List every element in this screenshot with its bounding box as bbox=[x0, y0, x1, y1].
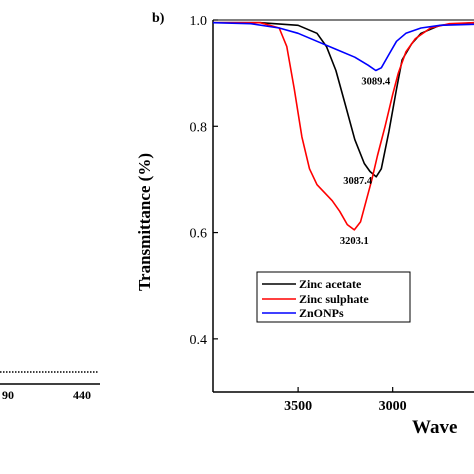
x-axis-label: Wave bbox=[412, 417, 457, 438]
y-tick-label: 0.8 bbox=[190, 120, 208, 135]
x-ticks: 3500 3000 bbox=[284, 387, 407, 414]
x-tick-label: 3500 bbox=[284, 399, 312, 414]
series-line-zinc-sulphate bbox=[213, 21, 474, 231]
y-ticks: 0.4 0.6 0.8 1.0 bbox=[190, 14, 218, 348]
peak-annotation: 3203.1 bbox=[340, 236, 369, 247]
legend: Zinc acetate Zinc sulphate ZnONPs bbox=[256, 271, 411, 323]
peak-annotation: 3089.4 bbox=[361, 76, 391, 87]
y-tick-label: 0.4 bbox=[190, 333, 208, 348]
series-layer bbox=[212, 21, 474, 231]
left-panel-tick-label: 90 bbox=[2, 388, 14, 402]
legend-label-zinc-sulphate: Zinc sulphate bbox=[299, 292, 369, 306]
y-axis-label: Transmittance (%) bbox=[135, 153, 154, 291]
annotation-layer: 3089.4 3087.4 3203.1 bbox=[340, 76, 391, 246]
x-tick-label: 3000 bbox=[379, 399, 407, 414]
left-panel-tick-label: 440 bbox=[73, 388, 91, 402]
series-line-zinc-acetate bbox=[213, 21, 474, 178]
left-panel-fragment: 90 440 bbox=[0, 371, 100, 402]
panel-label: b) bbox=[152, 11, 165, 26]
legend-label-zinc-acetate: Zinc acetate bbox=[299, 277, 362, 291]
peak-annotation: 3087.4 bbox=[343, 176, 373, 187]
series-line-znonps bbox=[212, 21, 474, 72]
y-tick-label: 1.0 bbox=[190, 14, 208, 29]
legend-label-znonps: ZnONPs bbox=[299, 306, 344, 320]
y-tick-label: 0.6 bbox=[190, 227, 208, 242]
